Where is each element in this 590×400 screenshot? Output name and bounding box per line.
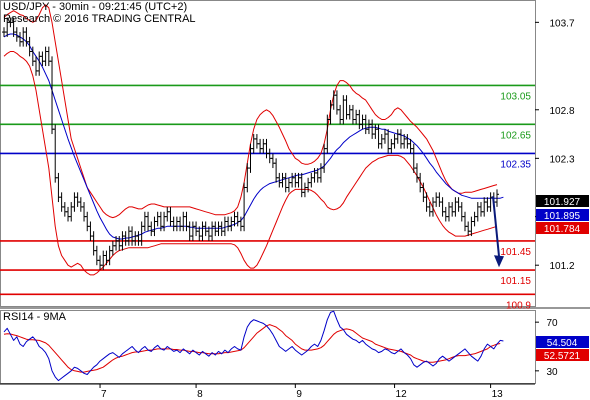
time-tick-label: 9 — [296, 389, 302, 400]
chart-title: USD/JPY - 30min - 09:21:45 (UTC+2) — [3, 1, 188, 13]
price-tag-box — [536, 349, 589, 361]
price-tag-label: 52.5721 — [544, 351, 581, 362]
forecast-arrow-head — [494, 255, 504, 268]
price-y-tick-label: 102.8 — [549, 106, 574, 117]
rsi-panel-title: RSI14 - 9MA — [3, 311, 66, 323]
price-tag-label: 101.784 — [544, 224, 581, 235]
rsi-y-tick-label: 70 — [546, 318, 558, 329]
rsi-panel: 30 70 54.504 52.5721 — [0, 310, 589, 384]
level-label: 102.35 — [500, 159, 531, 170]
price-tag-box — [536, 209, 589, 221]
price-tag-box — [536, 222, 589, 234]
time-tick-label: 7 — [101, 389, 107, 400]
level-label: 101.15 — [500, 276, 531, 287]
time-axis: 7 8 9 12 13 — [0, 383, 535, 400]
time-tick-label: 13 — [492, 389, 504, 400]
price-tag-box — [536, 336, 589, 348]
price-tag-label: 54.504 — [547, 338, 578, 349]
time-tick-label: 12 — [396, 389, 408, 400]
level-label: 102.65 — [500, 130, 531, 141]
price-tag-box — [536, 195, 589, 207]
time-tick-label: 8 — [197, 389, 203, 400]
lower-band-line — [3, 51, 498, 276]
moving-average-line — [3, 33, 504, 240]
chart-source: Research © 2016 TRADING CENTRAL — [3, 13, 196, 25]
forecast-arrow — [492, 196, 500, 257]
price-tag-label: 101.927 — [544, 197, 581, 208]
level-label: 101.45 — [500, 247, 531, 258]
rsi-ma-line — [3, 324, 501, 373]
price-y-tick-label: 101.2 — [549, 261, 574, 272]
price-panel: 101.2101.7102.3102.8103.7103.05102.65102… — [0, 0, 590, 311]
level-label: 100.9 — [506, 300, 531, 311]
price-tag-label: 101.895 — [544, 211, 581, 222]
rsi-y-tick-label: 30 — [546, 367, 558, 378]
rsi-line — [3, 310, 504, 382]
price-y-tick-label: 103.7 — [549, 18, 574, 29]
price-y-tick-label: 102.3 — [549, 154, 574, 165]
level-label: 103.05 — [500, 91, 531, 102]
